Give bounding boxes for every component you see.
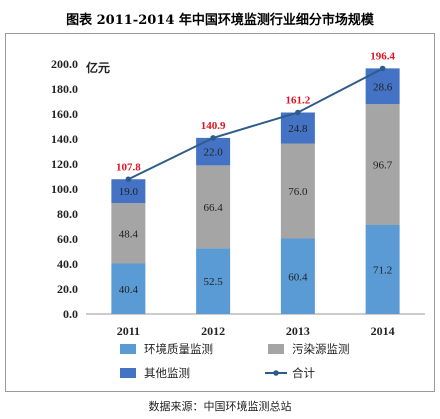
total-line (127, 67, 384, 181)
segment-value-label: 96.7 (373, 160, 393, 172)
x-tick-label: 2012 (201, 324, 225, 338)
bar-segment (111, 263, 146, 314)
y-tick-label: 160.0 (51, 107, 78, 121)
y-unit-label: 亿元 (86, 60, 110, 75)
y-tick-label: 140.0 (51, 132, 78, 146)
legend-label: 污染源监测 (292, 342, 350, 356)
y-tick-label: 100.0 (51, 182, 78, 196)
x-tick-label: 2013 (286, 324, 310, 338)
chart-title: 图表 2011-2014 年中国环境监测行业细分市场规模 (66, 13, 374, 28)
legend-label: 其他监测 (144, 366, 190, 380)
legend-label: 环境质量监测 (144, 342, 213, 356)
total-point (125, 176, 132, 183)
total-value-label: 161.2 (286, 95, 311, 107)
total-value-label: 140.9 (201, 120, 226, 132)
x-tick-label: 2011 (117, 324, 140, 338)
total-value-label: 196.4 (370, 51, 395, 63)
y-tick-label: 200.0 (51, 57, 78, 71)
y-tick-label: 60.0 (57, 232, 78, 246)
legend-swatch (120, 344, 136, 354)
segment-value-label: 76.0 (288, 186, 308, 198)
segment-value-label: 66.4 (204, 202, 224, 214)
bar-segment (111, 179, 146, 203)
data-source: 数据来源：中国环境监测总站 (148, 400, 292, 413)
legend-swatch (268, 344, 284, 354)
legend-swatch (120, 368, 136, 378)
y-tick-label: 0.0 (63, 307, 78, 321)
bar-segment (196, 165, 231, 249)
legend-line-marker (273, 370, 279, 376)
total-value-label: 107.8 (116, 161, 141, 173)
x-tick-label: 2014 (371, 324, 395, 338)
bar-segment (365, 225, 400, 314)
bar-segment (280, 238, 315, 314)
bar-segment (196, 248, 231, 314)
total-point (379, 65, 386, 72)
y-tick-label: 80.0 (57, 207, 78, 221)
bar-segment (111, 203, 146, 264)
y-tick-label: 40.0 (57, 257, 78, 271)
segment-value-label: 28.6 (373, 81, 393, 93)
y-tick-label: 20.0 (57, 282, 78, 296)
bar-segment (280, 112, 315, 144)
segment-value-label: 60.4 (288, 271, 308, 283)
segment-value-label: 19.0 (119, 186, 139, 198)
y-tick-label: 180.0 (51, 82, 78, 96)
bar-segment (365, 104, 400, 225)
segment-value-label: 48.4 (119, 228, 139, 240)
legend-label: 合计 (292, 366, 315, 380)
segment-value-label: 24.8 (288, 123, 308, 135)
segment-value-label: 22.0 (204, 147, 224, 159)
y-tick-label: 120.0 (51, 157, 78, 171)
segment-value-label: 52.5 (204, 276, 224, 288)
total-point (295, 109, 301, 116)
segment-value-label: 40.4 (119, 284, 139, 296)
total-point (210, 135, 216, 141)
segment-value-label: 71.2 (373, 265, 392, 277)
bar-segment (280, 143, 315, 239)
